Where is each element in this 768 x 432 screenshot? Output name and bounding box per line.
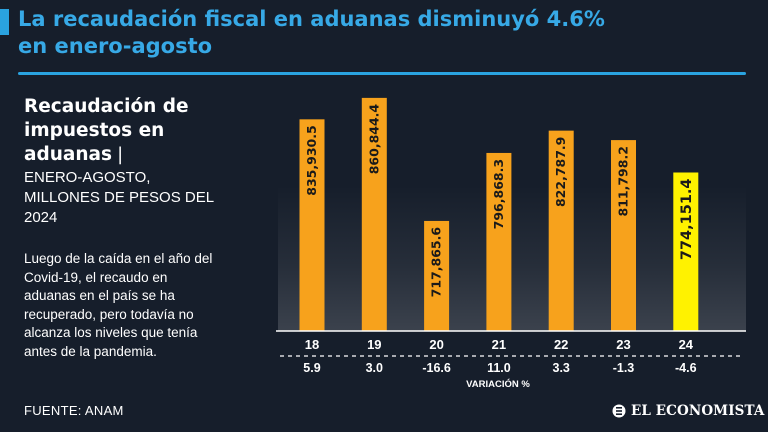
variation-value: -1.3 <box>613 361 635 375</box>
subtitle-separator: | <box>117 144 124 165</box>
variation-axis-label: VARIACIÓN % <box>466 378 530 390</box>
bar-value-label: 717,865.6 <box>429 227 444 298</box>
bar-value-label: 811,798.2 <box>616 146 631 216</box>
subtitle-bold: Recaudación de impuestos en aduanas <box>24 96 189 165</box>
bar-value-label: 835,930.5 <box>304 125 319 195</box>
variation-value: 5.9 <box>303 361 320 375</box>
title-line-1: La recaudación fiscal en aduanas disminu… <box>18 7 605 31</box>
brand-mark-icon <box>612 404 626 418</box>
bar-value-label: 822,787.9 <box>553 137 568 207</box>
x-tick-label: 23 <box>616 337 630 352</box>
bar-22 <box>548 130 574 331</box>
chart-note: Luego de la caída en el año del Covid-19… <box>24 251 213 359</box>
variation-value: 11.0 <box>487 361 511 375</box>
bar-18 <box>299 119 325 332</box>
brand-logo: EL ECONOMISTA <box>612 403 764 419</box>
bar-21 <box>486 152 512 331</box>
brand-name: EL ECONOMISTA <box>631 403 765 419</box>
bar-value-label: 860,844.4 <box>366 104 381 175</box>
variation-value: -16.6 <box>422 361 451 375</box>
x-tick-label: 22 <box>554 337 568 352</box>
title-divider <box>18 72 746 75</box>
bar-value-label: 774,151.4 <box>679 178 695 260</box>
x-tick-label: 20 <box>429 337 443 352</box>
bar-19 <box>361 97 387 331</box>
variation-value: -4.6 <box>675 361 697 375</box>
variation-value: 3.0 <box>366 361 383 375</box>
bar-23 <box>611 140 636 331</box>
bar-value-label: 796,868.3 <box>491 159 506 229</box>
page-title: La recaudación fiscal en aduanas disminu… <box>18 6 738 60</box>
bar-20 <box>424 220 450 331</box>
title-accent-bar <box>0 9 9 35</box>
x-tick-label: 24 <box>679 337 694 352</box>
x-tick-label: 21 <box>492 337 506 352</box>
x-tick-label: 18 <box>305 337 319 352</box>
chart-glow-panel <box>278 185 746 331</box>
title-line-2: en enero-agosto <box>18 34 213 58</box>
chart-subtitle: Recaudación de impuestos en aduanas | En… <box>24 95 214 227</box>
subtitle-units: Enero-agosto, millones de pesos del 2024 <box>24 169 214 226</box>
variation-value: 3.3 <box>553 361 570 375</box>
source-note: FUENTE: ANAM <box>24 403 124 418</box>
x-tick-label: 19 <box>367 337 381 352</box>
bar-24 <box>673 172 699 331</box>
